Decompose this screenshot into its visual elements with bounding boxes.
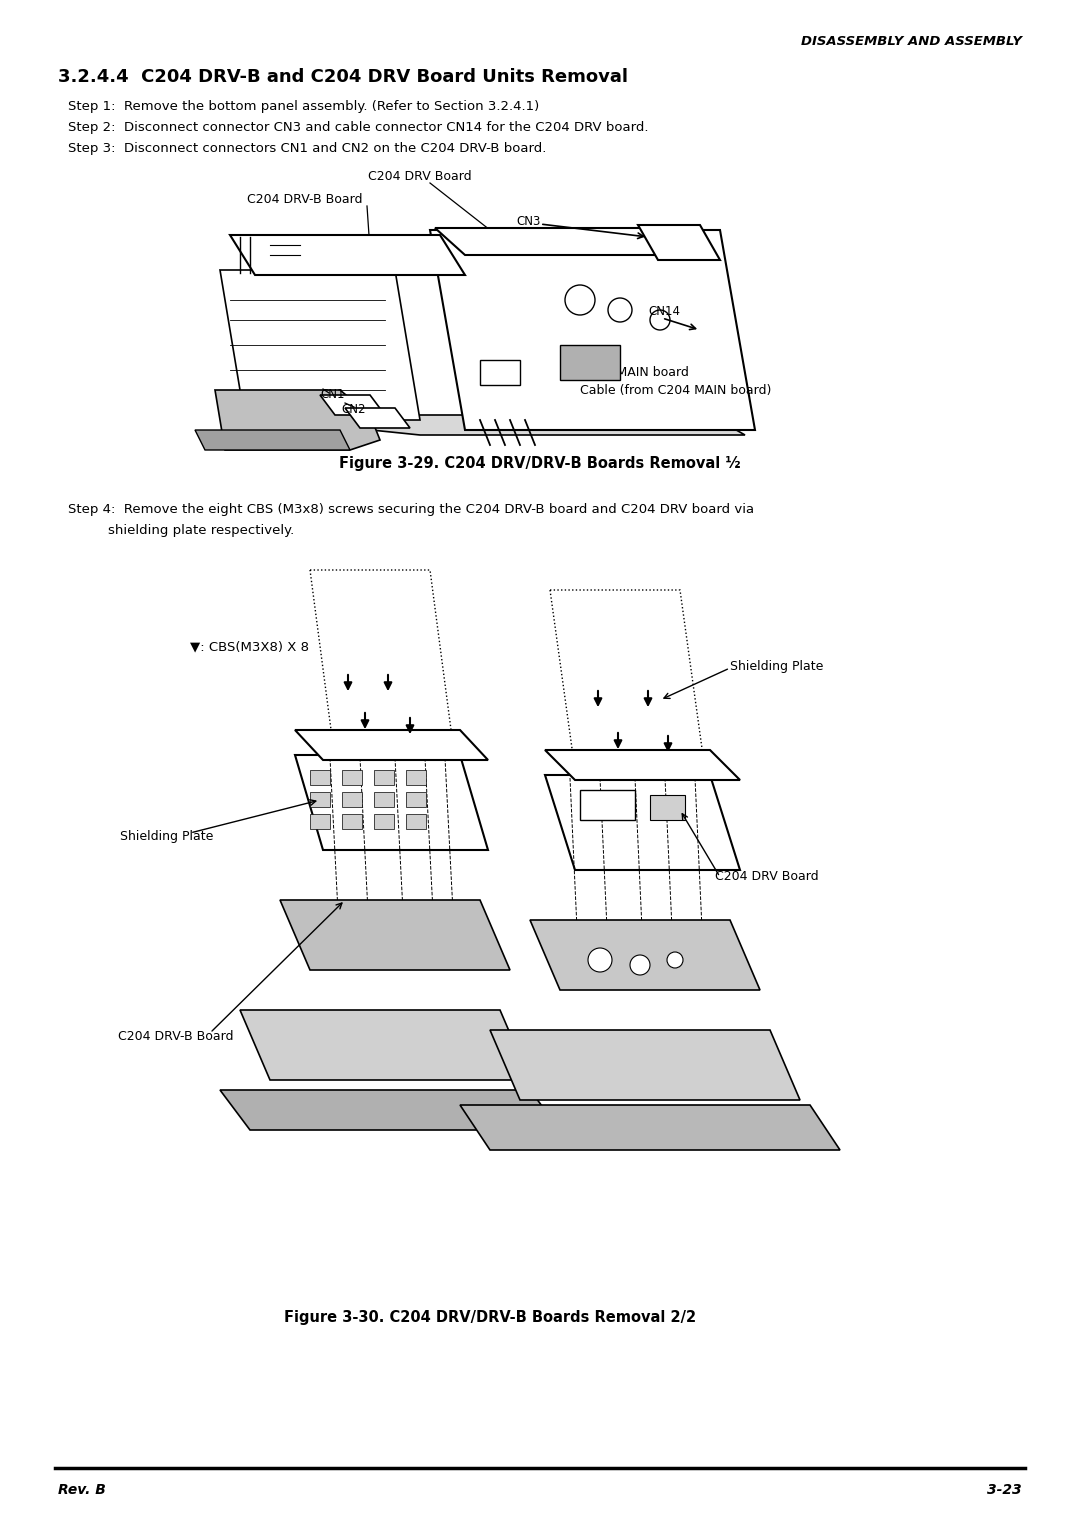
Text: C204 DRV-B Board: C204 DRV-B Board xyxy=(118,1030,233,1044)
Bar xyxy=(480,361,519,385)
Bar xyxy=(310,770,330,785)
Circle shape xyxy=(630,955,650,975)
Text: Figure 3-29. C204 DRV/DRV-B Boards Removal ½: Figure 3-29. C204 DRV/DRV-B Boards Remov… xyxy=(339,455,741,471)
Polygon shape xyxy=(638,225,720,260)
Polygon shape xyxy=(295,730,488,759)
Bar xyxy=(561,345,620,380)
Text: Step 1:  Remove the bottom panel assembly. (Refer to Section 3.2.4.1): Step 1: Remove the bottom panel assembly… xyxy=(68,99,539,113)
Text: C204 DRV-B Board: C204 DRV-B Board xyxy=(247,193,363,206)
Text: ▼: CBS(M3X8) X 8: ▼: CBS(M3X8) X 8 xyxy=(190,640,309,652)
Text: CN2: CN2 xyxy=(341,403,365,416)
Polygon shape xyxy=(295,755,488,850)
Text: shielding plate respectively.: shielding plate respectively. xyxy=(108,524,294,536)
Polygon shape xyxy=(545,775,740,869)
Text: Shielding Plate: Shielding Plate xyxy=(120,830,214,843)
Bar xyxy=(406,792,426,807)
Text: Cable (from C204 MAIN board): Cable (from C204 MAIN board) xyxy=(580,384,771,397)
Polygon shape xyxy=(280,900,510,970)
Bar xyxy=(342,814,362,830)
Text: 3.2.4.4  C204 DRV-B and C204 DRV Board Units Removal: 3.2.4.4 C204 DRV-B and C204 DRV Board Un… xyxy=(58,69,627,86)
Bar xyxy=(342,792,362,807)
Polygon shape xyxy=(430,231,755,429)
Circle shape xyxy=(608,298,632,322)
Polygon shape xyxy=(435,228,710,255)
Polygon shape xyxy=(220,270,420,420)
Bar xyxy=(406,814,426,830)
Polygon shape xyxy=(195,429,350,451)
Polygon shape xyxy=(215,390,380,451)
Polygon shape xyxy=(230,235,465,275)
Text: C204 MAIN board: C204 MAIN board xyxy=(580,367,689,379)
Bar xyxy=(310,814,330,830)
Text: Step 2:  Disconnect connector CN3 and cable connector CN14 for the C204 DRV boar: Step 2: Disconnect connector CN3 and cab… xyxy=(68,121,648,134)
Bar xyxy=(650,795,685,821)
Text: DISASSEMBLY AND ASSEMBLY: DISASSEMBLY AND ASSEMBLY xyxy=(801,35,1022,47)
Polygon shape xyxy=(345,408,410,428)
Circle shape xyxy=(650,310,670,330)
Text: Step 3:  Disconnect connectors CN1 and CN2 on the C204 DRV-B board.: Step 3: Disconnect connectors CN1 and CN… xyxy=(68,142,546,154)
Circle shape xyxy=(588,947,612,972)
Text: C204 DRV Board: C204 DRV Board xyxy=(368,170,472,183)
Text: Figure 3-30. C204 DRV/DRV-B Boards Removal 2/2: Figure 3-30. C204 DRV/DRV-B Boards Remov… xyxy=(284,1309,697,1325)
Polygon shape xyxy=(320,396,384,416)
Text: CN3: CN3 xyxy=(516,215,540,228)
Polygon shape xyxy=(530,920,760,990)
Bar xyxy=(374,792,394,807)
Polygon shape xyxy=(545,750,740,779)
Polygon shape xyxy=(490,1030,800,1100)
Bar xyxy=(374,814,394,830)
Bar xyxy=(374,770,394,785)
Bar xyxy=(342,770,362,785)
Bar xyxy=(310,792,330,807)
Text: 3-23: 3-23 xyxy=(987,1484,1022,1497)
Polygon shape xyxy=(225,416,745,435)
Bar xyxy=(406,770,426,785)
Circle shape xyxy=(667,952,683,969)
Text: CN14: CN14 xyxy=(648,306,680,318)
Circle shape xyxy=(565,286,595,315)
Polygon shape xyxy=(220,1089,561,1131)
Polygon shape xyxy=(460,1105,840,1151)
Text: C204 DRV Board: C204 DRV Board xyxy=(715,869,819,883)
Text: Rev. B: Rev. B xyxy=(58,1484,106,1497)
Polygon shape xyxy=(240,1010,530,1080)
Bar xyxy=(580,790,635,821)
Text: Shielding Plate: Shielding Plate xyxy=(730,660,823,672)
Text: Step 4:  Remove the eight CBS (M3x8) screws securing the C204 DRV-B board and C2: Step 4: Remove the eight CBS (M3x8) scre… xyxy=(68,503,754,516)
Text: CN1: CN1 xyxy=(320,388,345,400)
